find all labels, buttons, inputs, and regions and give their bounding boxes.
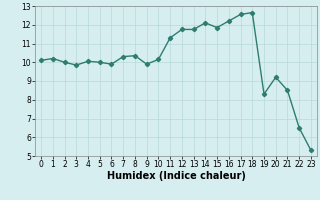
X-axis label: Humidex (Indice chaleur): Humidex (Indice chaleur) (107, 171, 245, 181)
